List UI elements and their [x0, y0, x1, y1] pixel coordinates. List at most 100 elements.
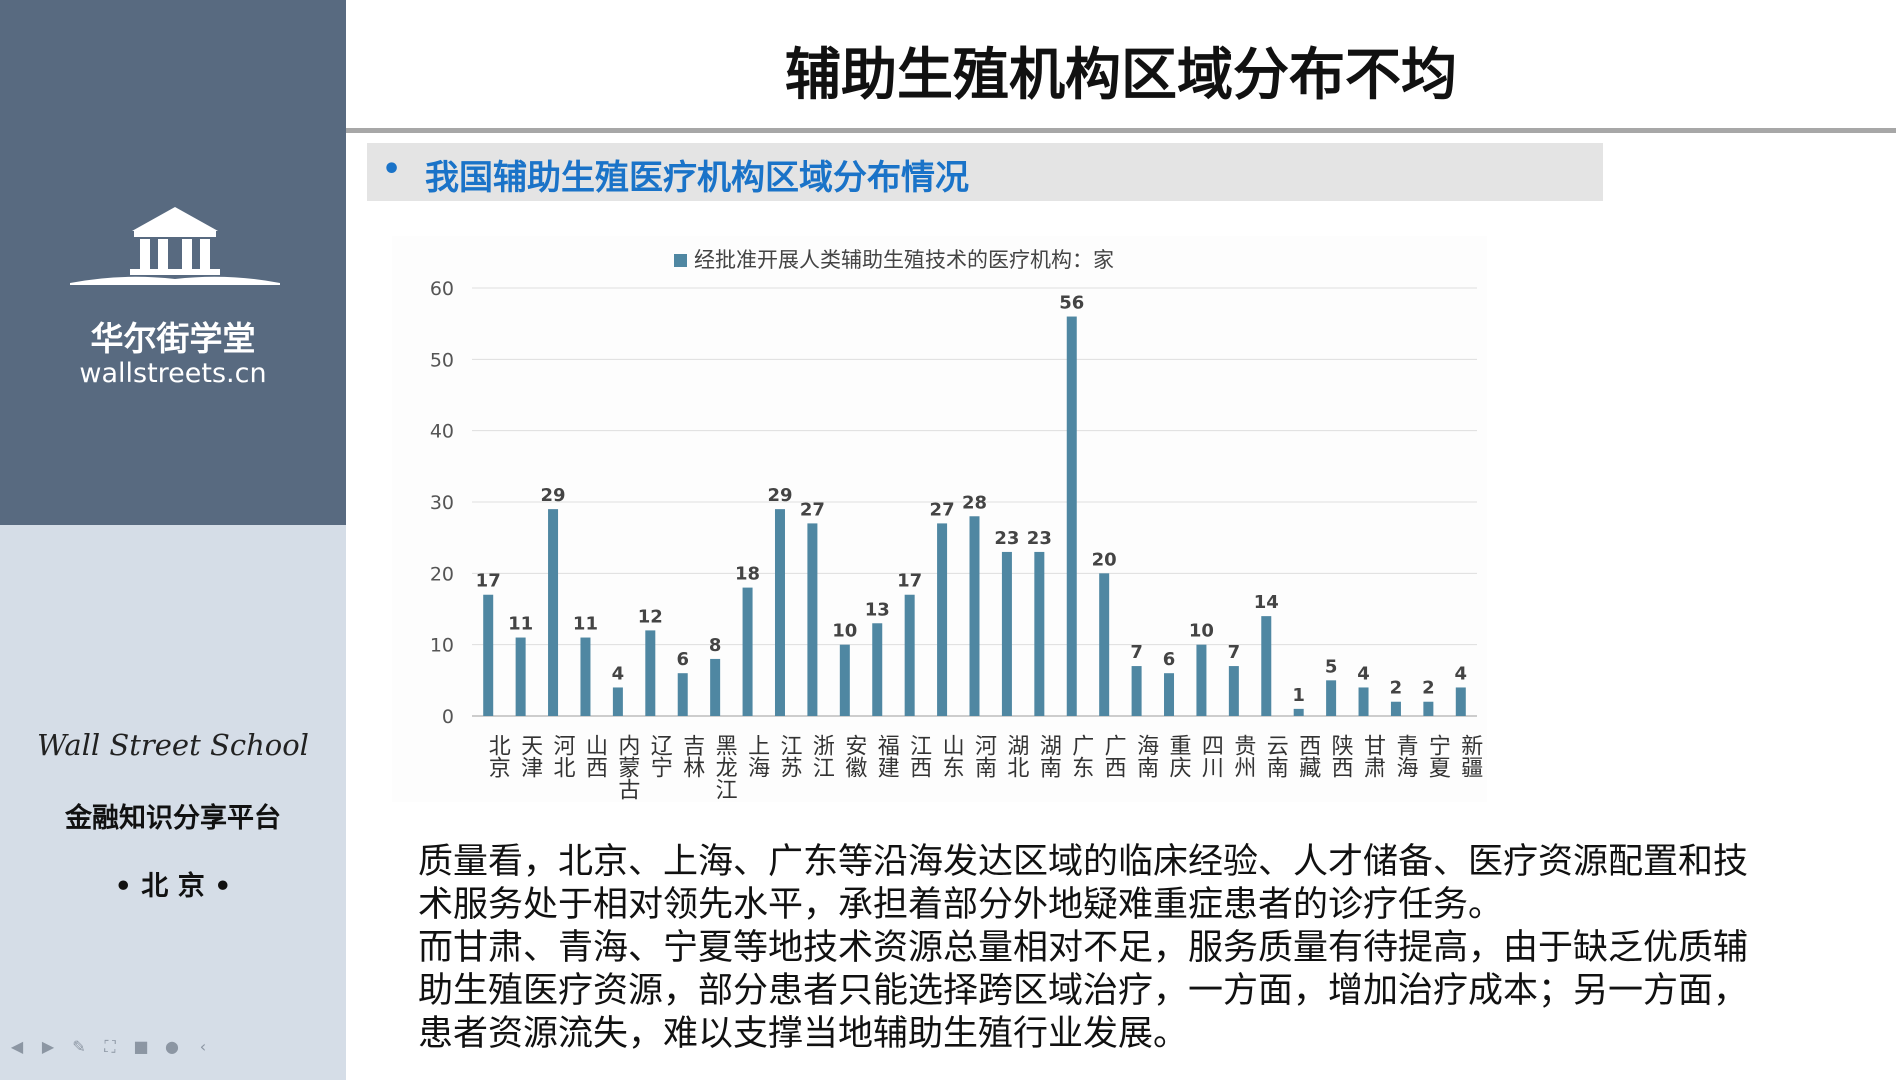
bar: [742, 587, 753, 716]
bar: [1196, 644, 1207, 716]
x-tick-label: 吉林: [679, 734, 705, 778]
bar: [710, 658, 721, 716]
x-tick-label: 黑龙江: [712, 734, 738, 800]
x-tick-label: 贵州: [1230, 734, 1256, 778]
x-tick-label: 河北: [550, 734, 576, 778]
x-tick-label: 天津: [517, 734, 543, 778]
bar: [807, 523, 818, 716]
x-tick-label: 宁夏: [1425, 734, 1451, 778]
brand-url: wallstreets.cn: [79, 358, 267, 389]
x-tick-label: 上海: [744, 734, 770, 778]
data-label: 23: [994, 528, 1019, 549]
data-label: 27: [930, 499, 955, 520]
bar: [839, 644, 850, 716]
data-label: 7: [1228, 642, 1241, 663]
city-label: • 北 京 •: [114, 871, 232, 902]
data-label: 56: [1059, 293, 1084, 314]
data-label: 23: [1027, 528, 1052, 549]
bar: [483, 594, 494, 716]
bar-chart-svg: 0102030405060经批准开展人类辅助生殖技术的医疗机构：家17北京11天…: [430, 248, 1483, 800]
sidebar-brand-panel: 华尔街学堂 wallstreets.cn: [0, 0, 346, 525]
x-tick-label: 甘肃: [1360, 734, 1386, 778]
y-tick-label: 50: [430, 349, 454, 371]
bar: [774, 509, 785, 716]
platform-tagline: 金融知识分享平台: [65, 803, 281, 834]
x-tick-label: 浙江: [809, 734, 835, 778]
paragraph-quality-lacking: 而甘肃、青海、宁夏等地技术资源总量相对不足，服务质量有待提高，由于缺乏优质辅助生…: [418, 928, 1749, 1054]
data-label: 11: [508, 614, 533, 635]
bar: [1455, 687, 1466, 716]
data-label: 18: [735, 564, 760, 585]
x-tick-label: 北京: [485, 734, 511, 778]
x-tick-label: 海南: [1133, 734, 1159, 778]
bar: [1293, 708, 1304, 716]
bar: [1390, 701, 1401, 716]
x-tick-label: 四川: [1198, 734, 1224, 778]
bar: [1358, 687, 1369, 716]
bar: [645, 630, 656, 716]
bar: [612, 687, 623, 716]
y-tick-label: 10: [430, 635, 454, 657]
x-tick-label: 安徽: [841, 734, 867, 778]
data-label: 1: [1292, 685, 1305, 706]
player-controls: ◀ ▶ ✎ ⛶ ■ ● ‹: [6, 1030, 226, 1064]
x-tick-label: 青海: [1392, 734, 1418, 778]
data-label: 7: [1130, 642, 1143, 663]
x-tick-label: 西藏: [1295, 734, 1321, 778]
y-tick-label: 20: [430, 563, 454, 585]
bar: [677, 673, 688, 716]
x-tick-label: 辽宁: [647, 734, 673, 778]
data-label: 14: [1254, 592, 1279, 613]
x-tick-label: 广东: [1068, 734, 1094, 778]
x-tick-label: 湖南: [1036, 734, 1062, 778]
institution-building-icon: [70, 207, 280, 285]
data-label: 4: [1455, 663, 1468, 684]
bar: [1261, 616, 1272, 716]
data-label: 13: [865, 599, 890, 620]
prev-icon[interactable]: ◀: [10, 1037, 24, 1056]
bar: [937, 523, 948, 716]
x-tick-label: 山西: [582, 734, 607, 778]
y-tick-label: 40: [430, 421, 454, 443]
pen-icon[interactable]: ✎: [72, 1037, 86, 1056]
y-tick-label: 0: [442, 706, 454, 728]
bar: [969, 516, 980, 716]
data-label: 20: [1092, 549, 1117, 570]
more-icon[interactable]: ●: [165, 1037, 179, 1056]
x-tick-label: 重庆: [1166, 734, 1192, 778]
sidebar-info-panel: [0, 525, 346, 1080]
body-text: 质量看，北京、上海、广东等沿海发达区域的临床经验、人才储备、医疗资源配置和技术服…: [418, 841, 1758, 1056]
camera-icon[interactable]: ■: [133, 1037, 149, 1056]
bar: [872, 623, 883, 716]
x-tick-label: 江西: [906, 734, 932, 778]
data-label: 10: [1189, 621, 1214, 642]
x-tick-label: 山东: [939, 734, 964, 778]
data-label: 17: [476, 571, 501, 592]
data-label: 11: [573, 614, 598, 635]
x-tick-label: 湖北: [1003, 734, 1029, 778]
next-icon[interactable]: ▶: [41, 1037, 55, 1056]
data-label: 4: [1357, 663, 1370, 684]
data-label: 6: [1163, 649, 1176, 670]
bar: [1001, 551, 1012, 716]
fullscreen-icon[interactable]: ⛶: [104, 1037, 116, 1056]
data-label: 29: [541, 485, 566, 506]
y-tick-label: 30: [430, 492, 454, 514]
section-bullet: •: [382, 152, 402, 187]
bar: [580, 637, 591, 716]
paragraph-quality-leading: 质量看，北京、上海、广东等沿海发达区域的临床经验、人才储备、医疗资源配置和技术服…: [418, 842, 1749, 925]
page-title: 辅助生殖机构区域分布不均: [785, 43, 1457, 108]
data-label: 4: [612, 663, 625, 684]
collapse-icon[interactable]: ‹: [199, 1037, 207, 1056]
bar: [1066, 316, 1077, 716]
x-tick-label: 云南: [1263, 734, 1288, 778]
bar: [1423, 701, 1434, 716]
title-divider: [346, 128, 1896, 133]
bar: [1099, 573, 1110, 716]
data-label: 17: [897, 571, 922, 592]
bar: [515, 637, 526, 716]
bar-chart: 0 10 20 30 40 50 60 经批准开展人类辅助生殖技术的医疗机构：家 17 北京 11 天…: [392, 236, 1487, 802]
x-tick-label: 福建: [874, 734, 900, 778]
data-label: 29: [767, 485, 792, 506]
data-label: 5: [1325, 656, 1338, 677]
